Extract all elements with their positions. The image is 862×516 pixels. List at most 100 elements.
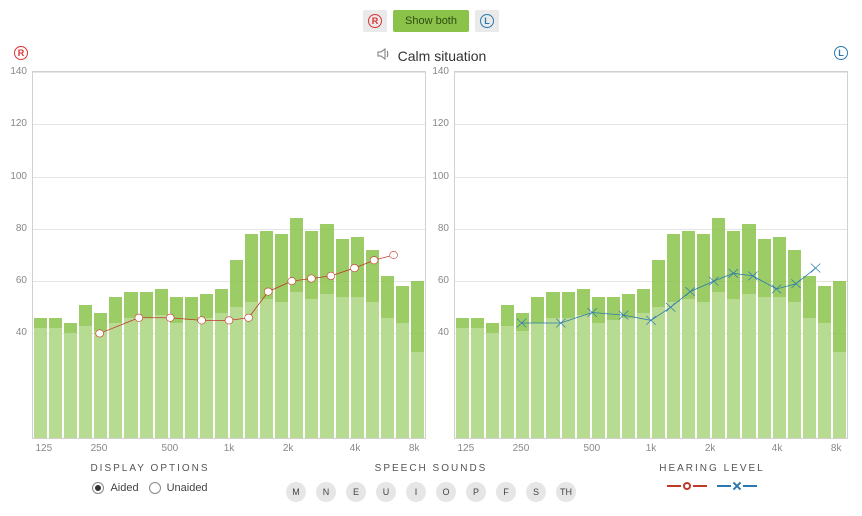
speech-sound-chip[interactable]: S [526,482,546,502]
show-both-button[interactable]: Show both [393,10,469,32]
hearing-level-right-sample [667,482,707,490]
bar-column [33,72,48,438]
bar-column [229,72,244,438]
bar-column [772,72,787,438]
bar-column [606,72,621,438]
speech-sound-chip[interactable]: I [406,482,426,502]
hearing-level-block: HEARING LEVEL [576,463,848,502]
bar-column [515,72,530,438]
bar-column [108,72,123,438]
bar-column [350,72,365,438]
chart-right-ear: 140120100806040 1252505001k2k4k8k [32,71,426,455]
l-icon: L [480,14,494,28]
plot-left: 140120100806040 [454,71,848,439]
x-marker-icon [733,482,741,490]
bar-column [259,72,274,438]
r-icon: R [14,46,28,60]
title-row: R Calm situation L [0,38,862,69]
bar-column [485,72,500,438]
bar-column [561,72,576,438]
bar-column [169,72,184,438]
bar-column [741,72,756,438]
speech-sound-chip[interactable]: F [496,482,516,502]
x-axis: 1252505001k2k4k8k [454,439,848,455]
bar-column [455,72,470,438]
bar-column [681,72,696,438]
bar-column [787,72,802,438]
bar-column [621,72,636,438]
speech-sound-chip[interactable]: O [436,482,456,502]
bar-column [184,72,199,438]
bar-column [757,72,772,438]
bar-column [500,72,515,438]
bar-column [319,72,334,438]
speech-sounds-title: SPEECH SOUNDS [375,463,488,474]
bar-column [335,72,350,438]
bar-column [817,72,832,438]
speech-sound-chip[interactable]: U [376,482,396,502]
bar-column [651,72,666,438]
speech-sound-chip[interactable]: N [316,482,336,502]
bar-column [591,72,606,438]
chart-label-right-ear: R [14,46,28,60]
radio-aided-label: Aided [110,482,138,494]
r-icon: R [368,14,382,28]
radio-dot-icon [92,482,104,494]
bar-column [802,72,817,438]
bar-column [470,72,485,438]
speech-sounds-list: MNEUIOPFS TH [286,482,576,502]
bar-column [410,72,425,438]
bar-column [244,72,259,438]
speaker-icon [376,46,392,65]
bar-column [63,72,78,438]
bar-column [576,72,591,438]
bar-column [530,72,545,438]
bar-column [139,72,154,438]
ear-toggle-bar: R Show both L [0,0,862,38]
bar-column [832,72,847,438]
display-options-block: DISPLAY OPTIONS Aided Unaided [14,463,286,502]
bar-column [289,72,304,438]
situation-title: Calm situation [398,48,487,64]
speech-sound-chip[interactable]: P [466,482,486,502]
hearing-level-left-sample [717,482,757,490]
chart-left-ear: 140120100806040 1252505001k2k4k8k [454,71,848,455]
radio-unaided[interactable]: Unaided [149,482,208,494]
legend-row: DISPLAY OPTIONS Aided Unaided SPEECH SOU… [0,455,862,516]
bar-column [154,72,169,438]
y-axis: 140120100806040 [27,72,31,438]
bar-column [274,72,289,438]
bar-column [395,72,410,438]
y-axis: 140120100806040 [449,72,453,438]
plot-right: 140120100806040 [32,71,426,439]
ear-toggle-right[interactable]: R [363,10,387,32]
speech-sounds-block: SPEECH SOUNDS MNEUIOPFS TH [286,463,576,502]
bar-column [93,72,108,438]
radio-dot-icon [149,482,161,494]
bar-column [545,72,560,438]
bar-column [78,72,93,438]
l-icon: L [834,46,848,60]
bar-column [726,72,741,438]
chart-label-left-ear: L [834,46,848,60]
display-options-title: DISPLAY OPTIONS [90,463,209,474]
bar-column [696,72,711,438]
ear-toggle-left[interactable]: L [475,10,499,32]
bar-column [123,72,138,438]
bar-column [365,72,380,438]
bar-column [711,72,726,438]
bar-column [380,72,395,438]
speech-sound-chip[interactable]: E [346,482,366,502]
radio-unaided-label: Unaided [167,482,208,494]
bar-column [666,72,681,438]
speech-sound-chip[interactable]: M [286,482,306,502]
bar-column [636,72,651,438]
bar-column [214,72,229,438]
speech-sound-chip[interactable]: TH [556,482,576,502]
hearing-level-title: HEARING LEVEL [659,463,764,474]
bar-column [199,72,214,438]
bar-column [304,72,319,438]
bar-column [48,72,63,438]
radio-aided[interactable]: Aided [92,482,138,494]
x-axis: 1252505001k2k4k8k [32,439,426,455]
